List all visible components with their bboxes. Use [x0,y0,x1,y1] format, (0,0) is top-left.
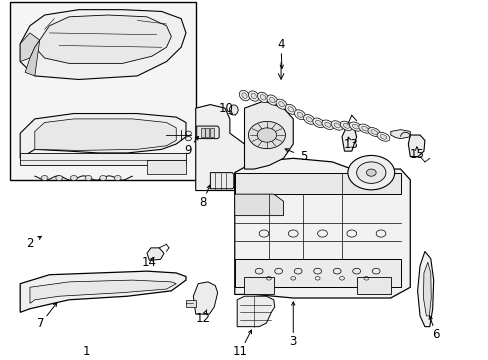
Ellipse shape [343,123,349,128]
Polygon shape [234,194,283,216]
Polygon shape [35,15,171,63]
Ellipse shape [330,121,343,130]
Text: 8: 8 [199,195,206,208]
Ellipse shape [248,91,259,101]
Polygon shape [417,251,433,327]
Polygon shape [193,282,217,314]
Text: 14: 14 [142,256,157,269]
Polygon shape [423,262,430,316]
Ellipse shape [239,90,249,101]
Text: 4: 4 [277,38,284,51]
Ellipse shape [294,110,305,120]
Ellipse shape [352,124,358,129]
Ellipse shape [349,122,361,131]
Polygon shape [35,119,176,150]
Ellipse shape [278,102,284,107]
Polygon shape [356,276,390,294]
Circle shape [356,162,385,183]
Text: 12: 12 [195,312,210,325]
Polygon shape [147,248,163,260]
Ellipse shape [260,95,265,100]
Circle shape [114,176,121,180]
Circle shape [70,176,77,180]
Ellipse shape [269,97,275,103]
Text: 9: 9 [184,144,192,157]
Polygon shape [147,160,185,175]
Polygon shape [25,40,40,76]
Polygon shape [20,10,185,80]
Ellipse shape [358,124,370,133]
Ellipse shape [257,92,268,103]
Polygon shape [205,128,209,137]
Ellipse shape [276,99,286,109]
Text: 2: 2 [26,237,34,250]
Circle shape [100,176,106,180]
Polygon shape [234,173,400,194]
Polygon shape [210,173,233,189]
Polygon shape [237,296,274,327]
Circle shape [41,176,48,180]
Polygon shape [210,128,214,137]
Text: 11: 11 [233,345,247,357]
Ellipse shape [324,122,330,127]
Polygon shape [407,135,424,157]
Circle shape [248,121,285,149]
Polygon shape [20,113,185,158]
Ellipse shape [379,135,386,139]
Circle shape [257,128,276,142]
Ellipse shape [312,118,324,128]
Polygon shape [234,258,400,287]
Ellipse shape [333,123,340,128]
Text: 5: 5 [300,150,307,163]
Polygon shape [196,126,219,139]
Polygon shape [390,130,409,139]
Polygon shape [234,158,409,298]
Ellipse shape [297,112,303,117]
Ellipse shape [370,130,377,134]
Circle shape [56,176,62,180]
Circle shape [366,169,375,176]
Polygon shape [185,300,195,307]
Ellipse shape [315,120,321,125]
Text: 6: 6 [431,328,439,341]
Ellipse shape [303,114,314,124]
Circle shape [85,176,92,180]
Polygon shape [30,280,176,303]
Polygon shape [200,128,204,137]
Ellipse shape [285,104,296,114]
Bar [10,3,195,180]
Polygon shape [244,276,273,294]
Ellipse shape [376,132,389,141]
Polygon shape [195,104,254,190]
Polygon shape [341,126,356,151]
Ellipse shape [361,126,367,131]
Ellipse shape [229,105,238,115]
Text: 10: 10 [219,102,233,115]
Text: 13: 13 [343,138,358,151]
Ellipse shape [287,107,293,112]
Circle shape [347,156,394,190]
Ellipse shape [367,127,380,136]
Text: 1: 1 [82,345,90,357]
Text: 3: 3 [289,335,296,348]
Ellipse shape [306,117,312,122]
Ellipse shape [321,120,333,130]
Text: 7: 7 [37,317,44,330]
Polygon shape [20,33,40,62]
Polygon shape [20,271,185,312]
Ellipse shape [242,93,246,98]
Polygon shape [20,153,185,166]
Ellipse shape [266,95,277,105]
Text: 15: 15 [409,148,424,161]
Ellipse shape [250,93,256,99]
Polygon shape [244,101,293,169]
Ellipse shape [340,121,352,130]
